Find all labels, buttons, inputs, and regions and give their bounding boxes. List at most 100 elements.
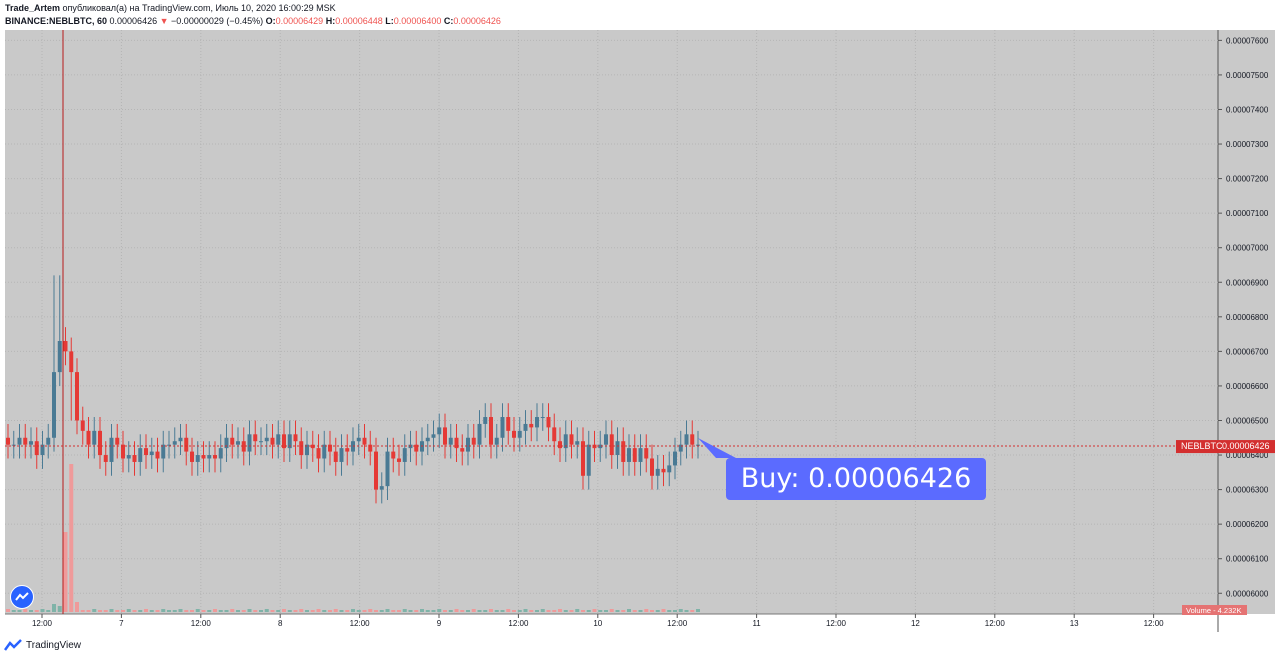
candle-body bbox=[604, 434, 608, 445]
volume-bar bbox=[259, 610, 263, 612]
time-tick-label: 9 bbox=[437, 619, 442, 628]
volume-bar bbox=[569, 610, 574, 612]
candle-body bbox=[598, 444, 603, 449]
candle-body bbox=[667, 465, 672, 473]
volume-bar bbox=[103, 610, 108, 612]
volume-bar bbox=[178, 609, 183, 612]
candle-body bbox=[494, 437, 499, 445]
volume-bar bbox=[207, 610, 212, 612]
volume-bar bbox=[155, 610, 160, 612]
candle-body bbox=[299, 441, 304, 456]
volume-bar bbox=[615, 610, 620, 612]
grid-lines bbox=[5, 30, 1218, 614]
candle-body bbox=[512, 430, 516, 438]
candle-body bbox=[86, 430, 91, 445]
chart-plot-area[interactable] bbox=[5, 30, 1218, 614]
volume-bar bbox=[184, 610, 189, 612]
volume-bar bbox=[500, 610, 505, 612]
volume-bar bbox=[80, 610, 85, 612]
volume-bar bbox=[581, 610, 585, 612]
volume-bar bbox=[86, 610, 91, 612]
candle-body bbox=[500, 417, 505, 438]
volume-bar bbox=[523, 609, 528, 612]
volume-bar bbox=[270, 610, 275, 612]
price-axis-area[interactable] bbox=[1218, 30, 1275, 614]
candle-body bbox=[655, 468, 660, 476]
candle-body bbox=[563, 434, 568, 449]
volume-bar bbox=[678, 609, 683, 612]
volume-bar bbox=[512, 610, 516, 612]
candle-body bbox=[609, 434, 614, 456]
candle-body bbox=[529, 423, 534, 428]
tradingview-badge-icon[interactable] bbox=[10, 585, 34, 609]
price-tick-label: 0.00006500 bbox=[1226, 416, 1269, 425]
candle-body bbox=[558, 441, 562, 449]
volume-bar bbox=[632, 610, 637, 612]
candle-body bbox=[362, 437, 367, 445]
candle-body bbox=[80, 420, 85, 431]
candle-body bbox=[471, 437, 476, 445]
candle-body bbox=[57, 341, 62, 373]
volume-bar bbox=[161, 609, 166, 612]
buy-annotation[interactable]: Buy: 0.00006426 bbox=[726, 458, 986, 500]
candle-body bbox=[339, 448, 344, 462]
candle-body bbox=[11, 444, 16, 446]
volume-bar bbox=[11, 610, 16, 612]
price-change: −0.00000029 (−0.45%) bbox=[171, 16, 264, 26]
author-name[interactable]: Trade_Artem bbox=[5, 3, 61, 13]
candle-body bbox=[621, 441, 626, 462]
volume-bar bbox=[46, 610, 51, 612]
volume-bar bbox=[138, 610, 143, 612]
volume-bar bbox=[69, 464, 74, 612]
price-tick-label: 0.00006900 bbox=[1226, 278, 1269, 287]
time-tick-label: 12:00 bbox=[826, 619, 847, 628]
volume-bar bbox=[667, 610, 672, 612]
price-tick-label: 0.00007300 bbox=[1226, 140, 1269, 149]
candle-body bbox=[270, 437, 275, 445]
volume-bar bbox=[437, 609, 442, 612]
candle-body bbox=[575, 441, 580, 445]
volume-bar bbox=[316, 609, 321, 612]
volume-bar bbox=[293, 610, 298, 612]
candle-body bbox=[132, 455, 137, 462]
candle-body bbox=[696, 444, 700, 446]
price-tick-label: 0.00007400 bbox=[1226, 105, 1269, 114]
volume-bar bbox=[684, 610, 689, 612]
volume-bar bbox=[328, 610, 332, 612]
volume-bar bbox=[213, 609, 217, 612]
candle-body bbox=[259, 441, 263, 443]
volume-bar bbox=[621, 610, 626, 612]
price-tick-label: 0.00007600 bbox=[1226, 36, 1269, 45]
tradingview-logo-icon[interactable] bbox=[4, 639, 22, 651]
candle-body bbox=[115, 437, 120, 445]
volume-bar bbox=[92, 609, 97, 612]
price-tick-label: 0.00007000 bbox=[1226, 244, 1269, 253]
time-tick-label: 12 bbox=[911, 619, 920, 628]
price-tick-label: 0.00006800 bbox=[1226, 313, 1269, 322]
candle-body bbox=[155, 451, 160, 459]
candle-body bbox=[627, 448, 631, 462]
volume-bar bbox=[362, 610, 367, 612]
price-tick-label: 0.00006300 bbox=[1226, 486, 1269, 495]
price-tag bbox=[1176, 440, 1275, 454]
candle-body bbox=[34, 441, 39, 456]
candle-body bbox=[287, 434, 292, 449]
candle-body bbox=[523, 423, 528, 431]
volume-bar bbox=[121, 610, 125, 612]
open-value: 0.00006429 bbox=[275, 16, 324, 26]
candle-body bbox=[253, 434, 258, 442]
volume-bar bbox=[471, 609, 476, 612]
candle-body bbox=[397, 458, 401, 462]
volume-bar bbox=[190, 610, 194, 612]
volume-bar bbox=[195, 609, 200, 612]
volume-bar bbox=[655, 610, 660, 612]
volume-bar bbox=[546, 610, 551, 612]
time-axis-area[interactable] bbox=[5, 614, 1275, 632]
candle-body bbox=[29, 441, 33, 445]
candle-body bbox=[201, 455, 206, 459]
open-label: O: bbox=[265, 16, 276, 26]
candle-body bbox=[195, 455, 200, 462]
volume-bar bbox=[558, 609, 562, 612]
footer-brand[interactable]: TradingView bbox=[26, 639, 82, 651]
